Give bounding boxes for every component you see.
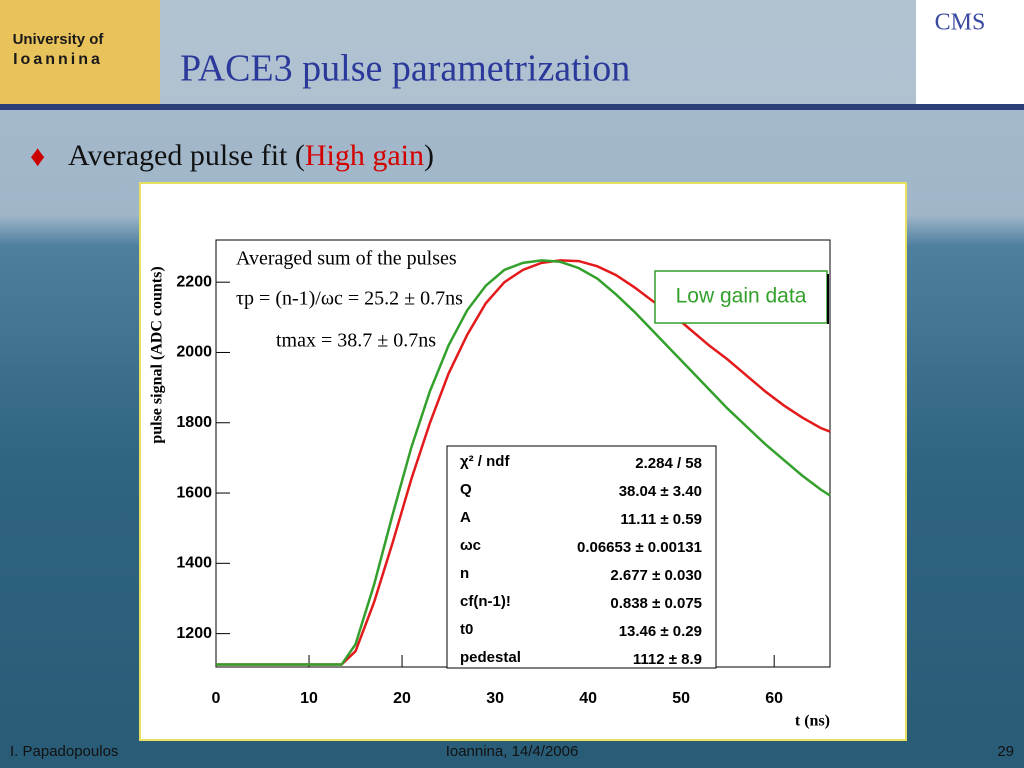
legend-box [654,270,828,324]
x-tick-label: 50 [672,690,690,707]
x-tick-label: 10 [300,690,318,707]
y-tick-label: 1200 [176,625,212,642]
stat-value: 13.46 ± 0.29 [619,623,702,640]
bullet-mark: ♦ [30,140,45,173]
stat-label: n [460,565,469,582]
header-band [0,0,1024,104]
stat-value: 2.284 / 58 [635,455,702,472]
series-line [216,259,831,666]
stat-value: 38.04 ± 3.40 [619,483,702,500]
stat-value: 11.11 ± 0.59 [620,511,702,528]
x-tick-label: 60 [765,690,783,707]
y-tick-label: 1400 [176,555,212,572]
logo [0,0,160,104]
stat-label: Q [460,481,472,498]
stat-value: 0.06653 ± 0.00131 [577,539,702,556]
annotation: τp = (n-1)/ωc = 25.2 ± 0.7ns [236,288,463,310]
annotation: tmax = 38.7 ± 0.7ns [276,330,436,352]
cms-text: CMS [935,10,986,36]
series-line [216,259,831,666]
stat-value: 0.838 ± 0.075 [610,595,702,612]
cms-logo [916,0,1024,104]
legend-label: Low gain data [676,285,807,308]
footer-center: Ioannina, 14/4/2006 [446,743,579,760]
x-tick-label: 20 [393,690,411,707]
bullet: Averaged pulse fit (High gain) [68,139,434,172]
stat-label: t0 [460,621,473,638]
y-tick-label: 1600 [176,484,212,501]
stat-label: pedestal [460,649,521,666]
slide-title: PACE3 pulse parametrization [180,48,630,90]
bullet-text: Averaged pulse fit ( [68,139,305,172]
footer-right: 29 [997,743,1014,760]
y-axis-label: pulse signal (ADC counts) [149,266,166,443]
y-tick-label: 2200 [176,273,212,290]
stat-value: 1112 ± 8.9 [633,651,702,668]
stat-value: 2.677 ± 0.030 [610,567,702,584]
logo-text: University of [13,31,105,48]
bullet-highlight: High gain [305,139,424,172]
stat-label: A [460,509,471,526]
logo-text: Ioannina [13,51,103,68]
stat-label: ωc [460,537,481,554]
header-rule [0,104,1024,110]
stats-box [446,445,717,669]
stat-label: cf(n-1)! [460,593,511,610]
stat-label: χ² / ndf [460,453,510,470]
footer-left: I. Papadopoulos [10,743,118,760]
x-tick-label: 40 [579,690,597,707]
x-tick-label: 30 [486,690,504,707]
bullet-text: ) [424,139,434,172]
x-axis-label: t (ns) [795,713,830,730]
annotation: Averaged sum of the pulses [236,248,457,270]
y-tick-label: 1800 [176,414,212,431]
x-tick-label: 0 [212,690,221,707]
y-tick-label: 2000 [176,344,212,361]
